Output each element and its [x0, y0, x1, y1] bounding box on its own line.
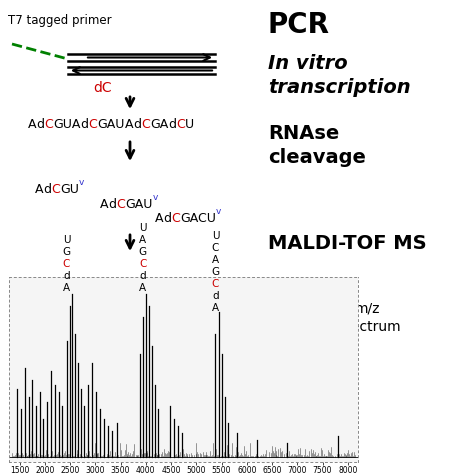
Text: C: C [176, 118, 185, 130]
Text: GAU: GAU [97, 118, 125, 130]
Text: U: U [63, 235, 70, 245]
Text: A: A [212, 255, 219, 265]
Text: GACU: GACU [180, 211, 216, 225]
Text: C: C [117, 198, 125, 210]
Text: C: C [212, 243, 219, 253]
Text: C: C [89, 118, 97, 130]
Text: T7 tagged primer: T7 tagged primer [8, 14, 111, 27]
Text: v: v [216, 207, 221, 216]
Text: C: C [52, 182, 60, 195]
Text: d: d [139, 271, 146, 281]
Text: U: U [212, 231, 219, 241]
Text: PCR: PCR [268, 11, 330, 39]
Text: GU: GU [60, 182, 79, 195]
Text: d: d [44, 182, 52, 195]
Text: C: C [141, 118, 150, 130]
Text: G: G [139, 247, 147, 257]
Text: G: G [63, 247, 71, 257]
Text: U: U [185, 118, 194, 130]
Text: A: A [155, 211, 164, 225]
Text: G: G [211, 267, 219, 277]
Text: A: A [139, 283, 146, 292]
Text: C: C [139, 259, 146, 269]
Text: A: A [212, 303, 219, 313]
Text: GA: GA [150, 118, 168, 130]
Text: C: C [45, 118, 53, 130]
Text: C: C [212, 279, 219, 289]
Text: d: d [212, 291, 219, 301]
Text: MALDI-TOF MS: MALDI-TOF MS [268, 234, 427, 253]
Text: RNAse
cleavage: RNAse cleavage [268, 124, 366, 166]
Text: d: d [164, 211, 172, 225]
Text: d: d [81, 118, 89, 130]
Text: A: A [100, 198, 109, 210]
Text: v: v [153, 192, 158, 201]
Text: U: U [139, 223, 146, 233]
Text: d: d [63, 271, 70, 281]
Text: dC: dC [94, 81, 112, 95]
Text: d: d [133, 118, 141, 130]
Text: v: v [79, 177, 84, 186]
Text: C: C [63, 259, 70, 269]
Text: A: A [28, 118, 36, 130]
Text: A: A [63, 283, 70, 292]
Text: GUA: GUA [53, 118, 81, 130]
Text: GAU: GAU [125, 198, 153, 210]
Text: A: A [125, 118, 133, 130]
Text: In vitro
transcription: In vitro transcription [268, 54, 410, 97]
Text: A: A [35, 182, 44, 195]
Text: m/z
spectrum: m/z spectrum [335, 302, 401, 334]
Text: d: d [109, 198, 117, 210]
Text: C: C [172, 211, 180, 225]
Text: d: d [168, 118, 176, 130]
Text: d: d [36, 118, 45, 130]
Text: A: A [139, 235, 146, 245]
